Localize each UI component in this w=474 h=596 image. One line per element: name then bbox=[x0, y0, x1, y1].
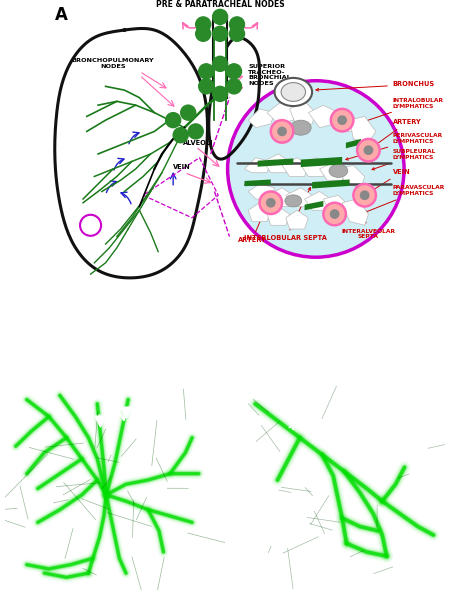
Polygon shape bbox=[331, 109, 357, 132]
Polygon shape bbox=[274, 126, 293, 135]
Text: SUBPLEURAL
LYMPHATICS: SUBPLEURAL LYMPHATICS bbox=[372, 149, 436, 170]
Text: ALVEOLI: ALVEOLI bbox=[182, 139, 213, 145]
Circle shape bbox=[266, 198, 276, 207]
Circle shape bbox=[173, 128, 188, 142]
Circle shape bbox=[229, 17, 245, 32]
Polygon shape bbox=[309, 105, 338, 128]
FancyBboxPatch shape bbox=[213, 18, 227, 98]
Circle shape bbox=[213, 10, 228, 24]
Text: *: * bbox=[310, 434, 320, 454]
Ellipse shape bbox=[285, 195, 302, 207]
Ellipse shape bbox=[329, 164, 348, 178]
Polygon shape bbox=[286, 210, 309, 229]
Polygon shape bbox=[290, 101, 316, 128]
Text: BRONCHOPULMONARY
NODES: BRONCHOPULMONARY NODES bbox=[72, 58, 155, 69]
Circle shape bbox=[188, 124, 203, 139]
Polygon shape bbox=[267, 101, 297, 124]
Text: INTERALVEOLAR
SEPTA: INTERALVEOLAR SEPTA bbox=[341, 188, 395, 240]
Circle shape bbox=[360, 190, 370, 200]
Circle shape bbox=[227, 79, 242, 94]
Polygon shape bbox=[346, 139, 361, 148]
Text: PERIVASCULAR
LYMPHATICS: PERIVASCULAR LYMPHATICS bbox=[346, 133, 443, 160]
Circle shape bbox=[196, 26, 211, 41]
Text: C: C bbox=[251, 389, 261, 403]
Circle shape bbox=[199, 64, 214, 79]
Circle shape bbox=[330, 209, 339, 219]
Polygon shape bbox=[245, 179, 271, 186]
Text: A: A bbox=[55, 5, 68, 24]
Text: INTERLOBULAR SEPTA: INTERLOBULAR SEPTA bbox=[245, 188, 327, 241]
Text: INTRALOBULAR
LYMPHATICS: INTRALOBULAR LYMPHATICS bbox=[361, 98, 444, 123]
Ellipse shape bbox=[291, 120, 311, 135]
Text: PRE & PARATRACHEAL NODES: PRE & PARATRACHEAL NODES bbox=[156, 0, 284, 9]
Polygon shape bbox=[301, 157, 342, 167]
Circle shape bbox=[181, 105, 196, 120]
Point bbox=[96, 416, 103, 426]
Polygon shape bbox=[248, 109, 274, 128]
Polygon shape bbox=[267, 188, 293, 207]
Circle shape bbox=[354, 184, 376, 207]
Text: B: B bbox=[11, 389, 22, 403]
Ellipse shape bbox=[281, 83, 306, 101]
Polygon shape bbox=[245, 158, 271, 173]
Polygon shape bbox=[338, 165, 365, 188]
Polygon shape bbox=[267, 207, 290, 225]
Polygon shape bbox=[350, 116, 376, 142]
Circle shape bbox=[277, 126, 287, 136]
Text: ARTERY: ARTERY bbox=[237, 218, 266, 243]
Text: SUPERIOR
TRACHEO-
BRONCHIAL
NODES: SUPERIOR TRACHEO- BRONCHIAL NODES bbox=[248, 64, 291, 86]
Polygon shape bbox=[282, 158, 309, 176]
Circle shape bbox=[228, 80, 404, 257]
Circle shape bbox=[213, 86, 228, 101]
Polygon shape bbox=[263, 154, 290, 173]
Circle shape bbox=[213, 57, 228, 72]
Text: PARAVASCULAR
LYMPHATICS: PARAVASCULAR LYMPHATICS bbox=[365, 185, 445, 213]
Polygon shape bbox=[248, 184, 274, 199]
Polygon shape bbox=[319, 162, 346, 180]
Text: VEIN: VEIN bbox=[173, 164, 191, 170]
Ellipse shape bbox=[274, 78, 312, 106]
Circle shape bbox=[229, 26, 245, 41]
Circle shape bbox=[364, 145, 374, 155]
Polygon shape bbox=[305, 191, 331, 210]
Circle shape bbox=[196, 17, 211, 32]
Circle shape bbox=[227, 64, 242, 79]
Polygon shape bbox=[258, 159, 293, 167]
Circle shape bbox=[165, 113, 181, 128]
Point bbox=[122, 408, 130, 417]
Polygon shape bbox=[286, 188, 312, 207]
Circle shape bbox=[199, 79, 214, 94]
Circle shape bbox=[323, 203, 346, 225]
Circle shape bbox=[357, 139, 380, 162]
Polygon shape bbox=[301, 158, 327, 176]
Polygon shape bbox=[342, 199, 368, 225]
Polygon shape bbox=[305, 201, 323, 210]
Circle shape bbox=[331, 109, 354, 132]
Circle shape bbox=[260, 191, 282, 214]
Text: ARTERY: ARTERY bbox=[372, 119, 421, 148]
Text: BRONCHUS: BRONCHUS bbox=[316, 82, 435, 91]
Text: *: * bbox=[288, 420, 298, 439]
Polygon shape bbox=[312, 179, 350, 188]
Polygon shape bbox=[248, 203, 271, 222]
Polygon shape bbox=[323, 195, 350, 218]
Circle shape bbox=[213, 26, 228, 41]
Text: VEIN: VEIN bbox=[368, 169, 410, 193]
Circle shape bbox=[271, 120, 293, 142]
Circle shape bbox=[337, 115, 347, 125]
